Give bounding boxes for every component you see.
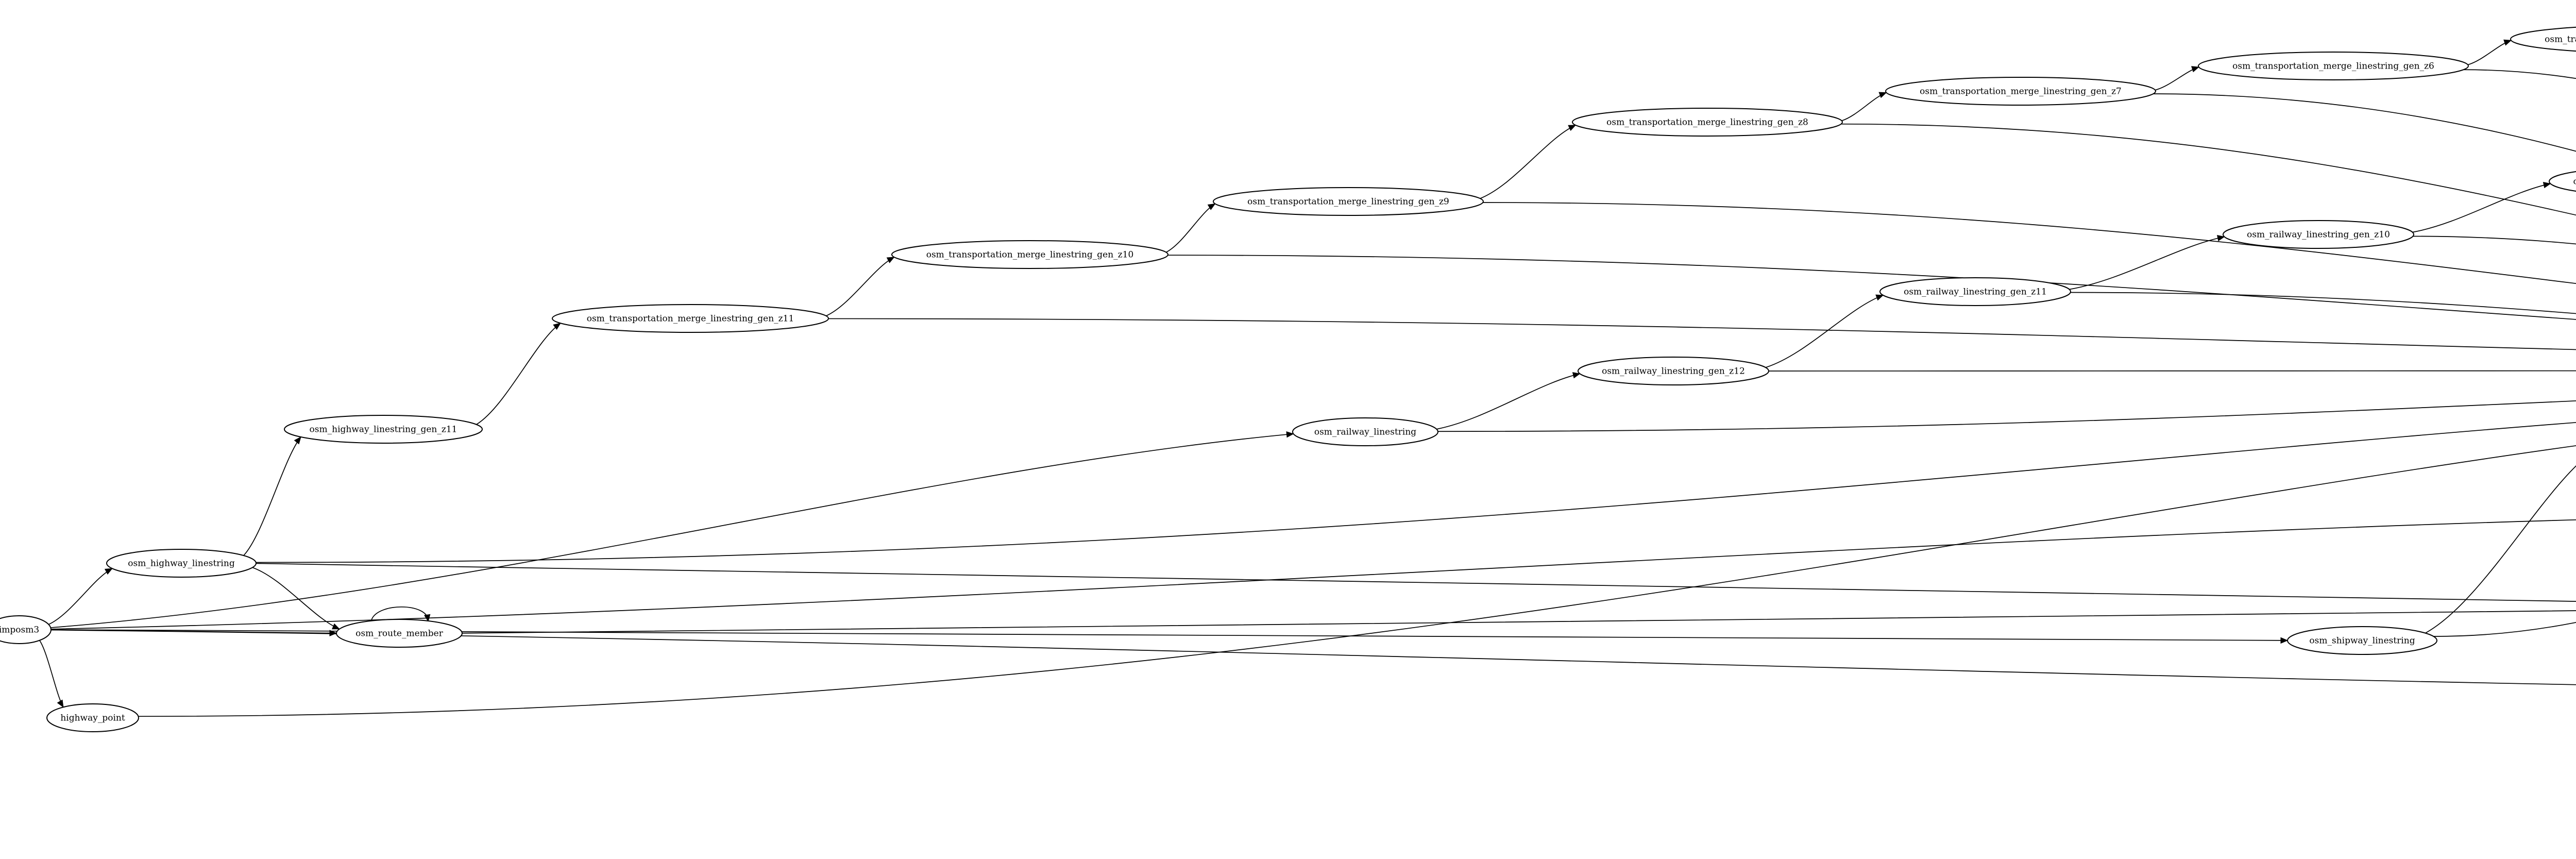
node-label: osm_transportation_merge_linestring_gen_… — [2232, 61, 2434, 72]
edge — [1436, 372, 1581, 430]
edge — [1768, 370, 2576, 372]
nodes-layer: imposm3 highway_point osm_highway_linestri… — [0, 25, 2576, 732]
node-osm-railway-linestring-gen-z12[interactable]: osm_railway_linestring_gen_z12 — [1578, 357, 1769, 385]
edge — [826, 257, 895, 316]
node-label: osm_transportation_merge_linestring_gen_… — [926, 250, 1134, 260]
node-label: osm_transportation_merge_linestring_gen_… — [2545, 35, 2576, 45]
edge — [252, 567, 341, 630]
edge — [2467, 39, 2512, 65]
node-label: osm_railway_linestring — [1314, 427, 1416, 437]
node-imposm3[interactable]: imposm3 — [0, 615, 52, 644]
edge — [2433, 621, 2576, 637]
node-osm-transportation-merge-linestring-gen-z6[interactable]: osm_transportation_merge_linestring_gen_… — [2198, 52, 2469, 80]
edge — [2155, 66, 2200, 91]
edge — [138, 445, 2576, 717]
edge — [50, 519, 2576, 630]
edges-layer — [39, 39, 2576, 717]
edge — [48, 568, 113, 625]
node-osm-transportation-merge-linestring-gen-z11[interactable]: osm_transportation_merge_linestring_gen_… — [552, 304, 829, 333]
edge — [1483, 202, 2576, 284]
node-label: osm_railway_linestring_gen_z12 — [1602, 366, 1745, 377]
edge — [39, 640, 64, 708]
node-label: osm_transportation_merge_linestring_gen_… — [1920, 87, 2122, 97]
edge — [2463, 69, 2576, 79]
node-label: imposm3 — [0, 625, 39, 635]
node-osm-railway-linestring[interactable]: osm_railway_linestring — [1292, 417, 1438, 446]
edge — [370, 606, 431, 622]
edge — [1165, 203, 1216, 253]
node-osm-shipway-linestring[interactable]: osm_shipway_linestring — [2287, 626, 2437, 655]
edge — [1841, 123, 2576, 216]
edge — [1765, 294, 1884, 368]
edge — [1841, 92, 1887, 122]
edge — [256, 422, 2576, 563]
edge — [2412, 182, 2551, 233]
edge — [1167, 255, 2576, 320]
edge — [50, 431, 1294, 628]
node-label: osm_route_member — [355, 629, 444, 639]
edge — [2413, 235, 2576, 245]
edge — [828, 318, 2576, 350]
node-osm-transportation-merge-linestring-gen-z10[interactable]: osm_transportation_merge_linestring_gen_… — [891, 240, 1168, 269]
node-label: osm_highway_linestring — [128, 559, 235, 569]
node-osm-highway-linestring[interactable]: osm_highway_linestring — [106, 549, 257, 578]
edge — [2425, 465, 2576, 634]
edge — [256, 563, 2576, 603]
node-label: osm_railway_linestring_gen_z11 — [1904, 287, 2047, 297]
edge — [50, 629, 2576, 685]
node-osm-transportation-merge-linestring-gen-z8[interactable]: osm_transportation_merge_linestring_gen_… — [1572, 108, 1843, 137]
node-osm-transportation-merge-linestring-gen-z7[interactable]: osm_transportation_merge_linestring_gen_… — [1885, 77, 2156, 106]
node-osm-highway-linestring-gen-z11[interactable]: osm_highway_linestring_gen_z11 — [284, 415, 483, 444]
edge — [2069, 235, 2225, 290]
node-label: osm_transportation_merge_linestring_gen_… — [1606, 117, 1808, 128]
node-label: osm_shipway_linestring — [2309, 636, 2415, 646]
node-label: osm_highway_linestring_gen_z11 — [310, 425, 457, 435]
node-label: osm_transportation_merge_linestring_gen_… — [1247, 197, 1449, 207]
edge — [243, 436, 301, 556]
node-osm-railway-linestring-gen-z11[interactable]: osm_railway_linestring_gen_z11 — [1879, 277, 2071, 306]
node-osm-route-member[interactable]: osm_route_member — [336, 619, 463, 648]
edge — [1437, 400, 2576, 432]
node-label: osm_railway_linestring_gen_z9 — [2573, 177, 2576, 187]
node-label: osm_transportation_merge_linestring_gen_… — [587, 314, 794, 324]
node-osm-transportation-merge-linestring-gen-z9[interactable]: osm_transportation_merge_linestring_gen_… — [1213, 187, 1484, 216]
node-label: osm_railway_linestring_gen_z10 — [2247, 230, 2390, 240]
node-label: highway_point — [60, 713, 125, 723]
node-osm-railway-linestring-gen-z10[interactable]: osm_railway_linestring_gen_z10 — [2223, 220, 2414, 249]
edge — [462, 609, 2576, 634]
edge — [2153, 93, 2576, 152]
node-osm-railway-linestring-gen-z9[interactable]: osm_railway_linestring_gen_z9 — [2549, 167, 2576, 195]
node-osm-transportation-merge-linestring-gen-z5[interactable]: osm_transportation_merge_linestring_gen_… — [2510, 25, 2576, 53]
node-highway-point[interactable]: highway_point — [46, 703, 139, 732]
edge — [476, 323, 561, 425]
edge — [1480, 125, 1577, 199]
edge — [2070, 292, 2576, 314]
